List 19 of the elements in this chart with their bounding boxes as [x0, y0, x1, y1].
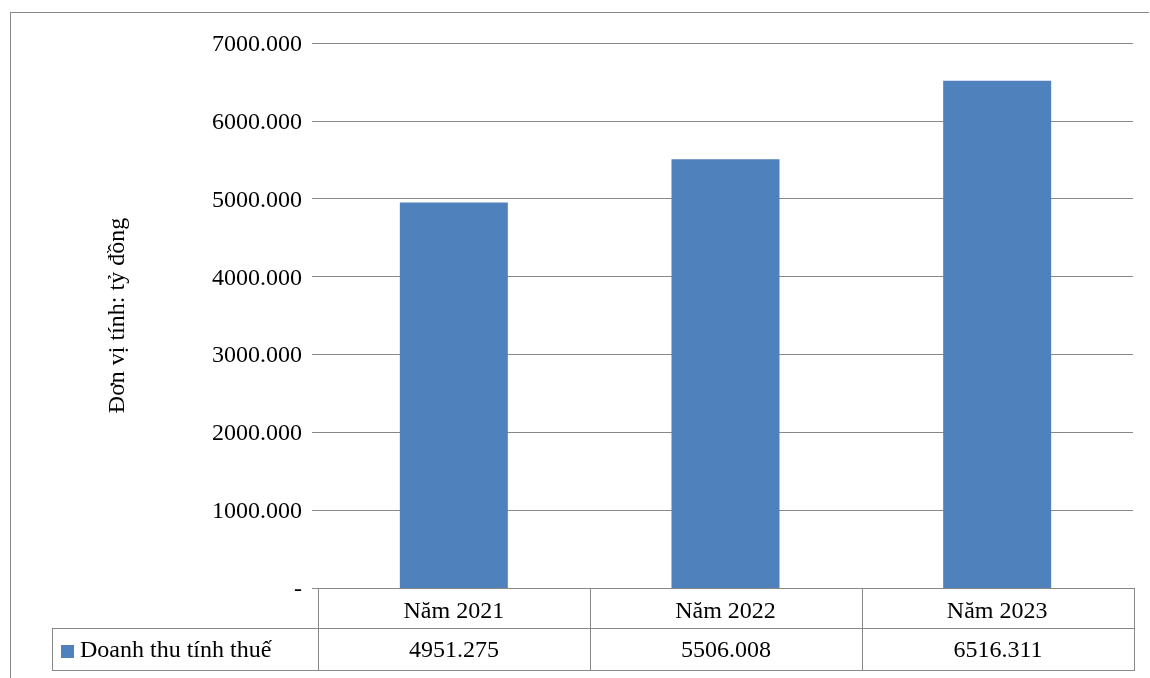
y-tick-label: 1000.000 — [212, 497, 302, 524]
bar — [943, 80, 1052, 588]
y-tick-label: 2000.000 — [212, 419, 302, 446]
y-tick-label: 5000.000 — [212, 185, 302, 212]
data-label: 5506.008 — [590, 628, 862, 671]
x-tick-label: Năm 2023 — [946, 597, 1048, 623]
y-tick-label: 6000.000 — [212, 107, 302, 134]
y-tick-label: 7000.000 — [212, 30, 302, 56]
bar — [671, 159, 780, 588]
data-label: 4951.275 — [318, 628, 590, 671]
y-tick-label: - — [294, 575, 302, 601]
bar — [399, 202, 508, 588]
data-label: 6516.311 — [862, 628, 1134, 671]
legend-label: Doanh thu tính thuế — [52, 628, 318, 671]
x-tick-label: Năm 2021 — [403, 597, 505, 623]
x-tick-label: Năm 2022 — [675, 597, 776, 623]
y-tick-label: 3000.000 — [212, 341, 302, 368]
y-tick-label: 4000.000 — [212, 263, 302, 290]
y-axis-title: Đơn vị tính: tỷ đồng — [103, 217, 129, 414]
